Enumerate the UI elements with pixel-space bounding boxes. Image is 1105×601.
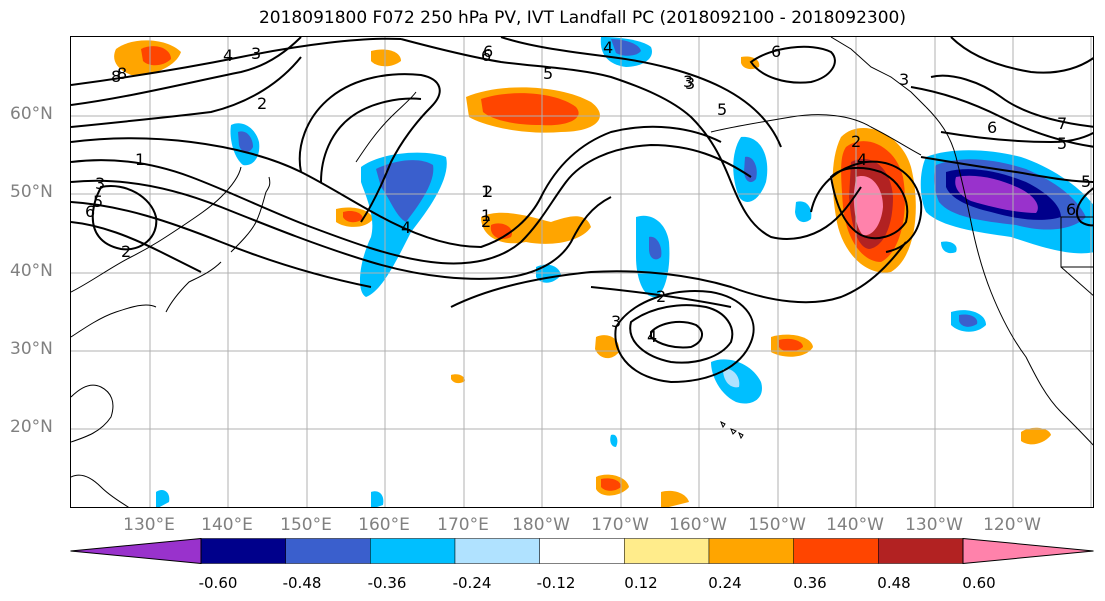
lon-label: 150°E bbox=[280, 515, 332, 535]
contour-label: 3 bbox=[95, 174, 105, 193]
contour-label: 6 bbox=[1066, 200, 1076, 219]
contour-label: 5 bbox=[543, 64, 553, 83]
contour-label: 8 bbox=[117, 64, 127, 83]
colorbar-tick-label: 0.60 bbox=[962, 574, 996, 592]
colorbar-swatch bbox=[285, 538, 371, 564]
map-title: 2018091800 F072 250 hPa PV, IVT Landfall… bbox=[258, 8, 906, 28]
lon-label: 160°W bbox=[669, 515, 727, 535]
contour-label: 2 bbox=[481, 212, 491, 231]
lon-label: 120°W bbox=[983, 515, 1041, 535]
contour-label: 2 bbox=[257, 94, 267, 113]
colorbar-tick-label: -0.24 bbox=[452, 574, 492, 592]
contour-label: 6 bbox=[85, 202, 95, 221]
lat-label: 20°N bbox=[10, 417, 53, 437]
lon-label: 140°W bbox=[826, 515, 884, 535]
lat-label: 50°N bbox=[10, 182, 53, 202]
colorbar-tick-label: -0.48 bbox=[282, 574, 322, 592]
contour-label: 5 bbox=[1081, 172, 1091, 191]
lon-label: 160°E bbox=[358, 515, 410, 535]
colorbar-tick-label: 0.12 bbox=[624, 574, 658, 592]
colorbar-swatch bbox=[454, 538, 540, 564]
contour-label: 6 bbox=[483, 42, 493, 61]
contour-label: 1 bbox=[481, 206, 491, 225]
colorbar-swatch bbox=[793, 538, 879, 564]
lon-label: 170°E bbox=[437, 515, 489, 535]
lon-label: 170°W bbox=[591, 515, 649, 535]
colorbar-tick-label: -0.36 bbox=[367, 574, 407, 592]
contour-label: 4 bbox=[603, 38, 613, 57]
contour-label: 6 bbox=[771, 42, 781, 61]
colorbar-swatch bbox=[624, 538, 710, 564]
colorbar-tick-label: -0.60 bbox=[198, 574, 238, 592]
pv-contours bbox=[71, 37, 1093, 384]
contour-label: 3 bbox=[899, 70, 909, 89]
lon-label: 140°E bbox=[201, 515, 253, 535]
colorbar-swatch bbox=[708, 538, 794, 564]
colorbar-extend-high bbox=[962, 538, 1094, 564]
contour-label: 3 bbox=[611, 312, 621, 331]
lon-label: 150°W bbox=[748, 515, 806, 535]
lon-label: 130°E bbox=[123, 515, 175, 535]
contour-label: 5 bbox=[93, 192, 103, 211]
map-canvas: 8 4 3 2 1 3 5 6 2 1 6 4 5 3 2 3 4 6 4 2 … bbox=[71, 37, 1093, 507]
lon-label: 130°W bbox=[905, 515, 963, 535]
map-panel: 8 4 3 2 1 3 5 6 2 1 6 4 5 3 2 3 4 6 4 2 … bbox=[70, 36, 1094, 508]
colorbar-swatch bbox=[878, 538, 964, 564]
contour-label: 7 bbox=[1057, 114, 1067, 133]
contour-label: 4 bbox=[857, 150, 867, 169]
contour-label: 6 bbox=[481, 46, 491, 65]
lon-label: 180°W bbox=[512, 515, 570, 535]
contour-label: 2 bbox=[851, 132, 861, 151]
colorbar-tick-label: -0.12 bbox=[536, 574, 576, 592]
contour-label: 4 bbox=[223, 46, 233, 65]
contour-label: 4 bbox=[401, 218, 411, 237]
colorbar-tick-label: 0.36 bbox=[793, 574, 827, 592]
lat-label: 40°N bbox=[10, 261, 53, 281]
colorbar-extend-low bbox=[70, 538, 202, 564]
contour-label: 8 bbox=[111, 67, 121, 86]
contour-label: 3 bbox=[685, 74, 695, 93]
colorbar-tick-label: 0.48 bbox=[877, 574, 911, 592]
colorbar-swatch bbox=[200, 538, 286, 564]
colorbar-swatch bbox=[539, 538, 625, 564]
contour-label: 1 bbox=[135, 150, 145, 169]
contour-label-group: 8 4 3 2 1 3 5 6 2 1 6 4 5 3 2 3 4 6 4 2 … bbox=[85, 38, 1091, 346]
contour-label: 5 bbox=[717, 100, 727, 119]
colorbar bbox=[70, 538, 1094, 564]
contour-label: 2 bbox=[483, 182, 493, 201]
colorbar-swatch bbox=[370, 538, 456, 564]
lat-label: 60°N bbox=[10, 104, 53, 124]
contour-label: 3 bbox=[683, 72, 693, 91]
contour-label: 1 bbox=[481, 182, 491, 201]
contour-label: 4 bbox=[647, 327, 657, 346]
contour-label: 6 bbox=[987, 118, 997, 137]
contour-label: 5 bbox=[1057, 134, 1067, 153]
contour-label: 2 bbox=[121, 242, 131, 261]
contour-label: 2 bbox=[656, 287, 666, 306]
lat-label: 30°N bbox=[10, 339, 53, 359]
graticule bbox=[71, 37, 1093, 507]
colorbar-tick-label: 0.24 bbox=[708, 574, 742, 592]
contour-label: 3 bbox=[251, 44, 261, 63]
